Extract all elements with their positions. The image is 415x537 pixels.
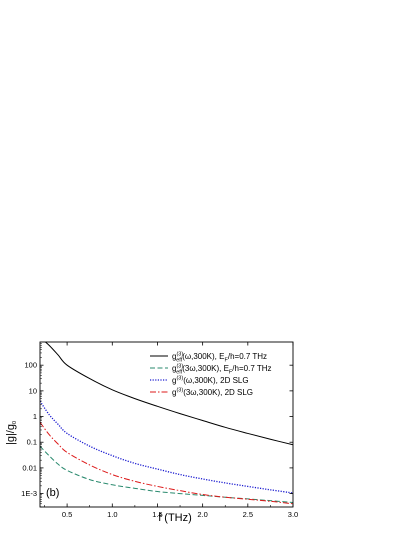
- y-tick-label: 0.1: [27, 438, 37, 447]
- legend-label-part: (ω,300K), E: [182, 352, 224, 361]
- series-line-4: [40, 421, 293, 505]
- x-tick-label: 3.0: [288, 510, 298, 519]
- legend-label-part: g: [172, 364, 176, 373]
- y-axis-label: |g|/g0: [5, 421, 18, 445]
- y-tick-label: 100: [24, 361, 37, 370]
- y-tick-label: 1E-3: [21, 489, 37, 498]
- x-tick-label: 2.0: [197, 510, 207, 519]
- y-axis-label-sub: 0: [12, 421, 18, 424]
- x-tick-label: 0.5: [62, 510, 72, 519]
- series-line-1: [44, 342, 293, 446]
- legend-label-part: (3): [176, 376, 183, 382]
- x-tick-label: 2.5: [243, 510, 253, 519]
- x-axis-label: f (THz): [158, 512, 192, 524]
- y-axis-label-group: |g|/g0: [5, 421, 18, 445]
- legend-label-1: g(3) eff(ω,300K), EF/h=0.7 THz: [172, 352, 267, 364]
- axes-layer: 0.5 1.0 1.5 2.0 2.5 3.0 1E-3 0.01 0.1 1 10 100: [21, 341, 298, 519]
- legend-label-part: F: [229, 370, 233, 376]
- legend-label-part: (ω,300K), 2D SLG: [183, 376, 248, 385]
- legend-label-part: (3): [176, 388, 183, 394]
- legend-label-part: F: [224, 358, 228, 364]
- legend-label-part: eff: [176, 358, 182, 364]
- y-tick-label: 10: [29, 386, 37, 395]
- legend-label-part: g: [172, 352, 176, 361]
- panel-label: (b): [46, 487, 59, 499]
- y-tick-label: 1: [33, 412, 37, 421]
- series-line-3: [40, 400, 293, 494]
- y-axis-label-main: |g|/g: [5, 424, 17, 445]
- legend-label-3: g(3)(ω,300K), 2D SLG: [172, 376, 249, 386]
- legend-label-part: (3): [176, 364, 183, 370]
- x-tick-label: 1.5: [152, 510, 162, 519]
- legend-label-2: g(3) eff(3ω,300K), EF/h=0.7 THz: [172, 364, 272, 376]
- legend-label-part: (3ω,300K), 2D SLG: [183, 388, 253, 397]
- legend-label-4: g(3)(3ω,300K), 2D SLG: [172, 388, 253, 398]
- legend-label-part: eff: [176, 370, 182, 376]
- legend-label-part: (3): [176, 352, 183, 358]
- legend-label-part: /h=0.7 THz: [232, 364, 271, 373]
- legend-label-part: (3ω,300K), E: [182, 364, 229, 373]
- series-line-2: [40, 445, 293, 503]
- legend-label-part: /h=0.7 THz: [228, 352, 267, 361]
- legend-label-part: g: [172, 388, 176, 397]
- x-tick-label: 1.0: [107, 510, 117, 519]
- series-layer: [40, 342, 293, 505]
- y-tick-label: 0.01: [22, 463, 37, 472]
- legend-label-part: g: [172, 376, 176, 385]
